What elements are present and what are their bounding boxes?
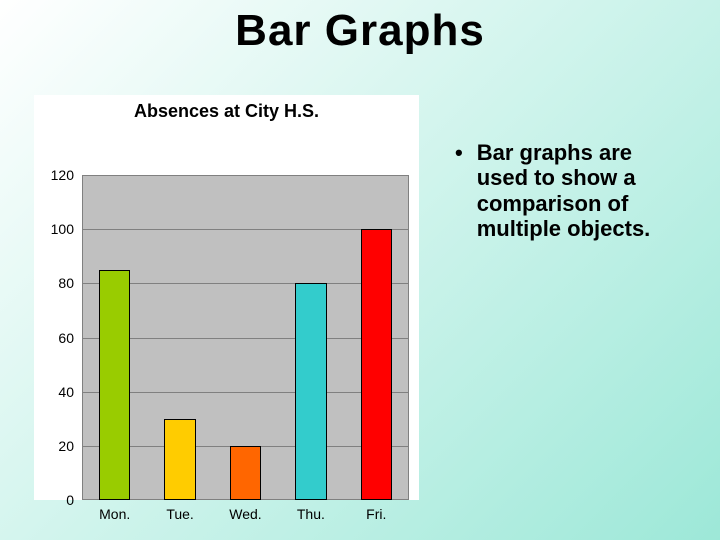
chart-ytick: 120 bbox=[34, 167, 74, 183]
chart-bar bbox=[361, 229, 392, 500]
chart-xtick: Wed. bbox=[213, 506, 278, 522]
slide: Bar Graphs Absences at City H.S. 0 20 40 60… bbox=[0, 0, 720, 540]
chart-title: Absences at City H.S. bbox=[34, 95, 419, 131]
chart-ytick: 60 bbox=[34, 330, 74, 346]
chart-ytick: 100 bbox=[34, 221, 74, 237]
chart-bar bbox=[230, 446, 261, 500]
chart-bar bbox=[99, 270, 130, 500]
chart-xtick: Mon. bbox=[82, 506, 147, 522]
chart-ytick: 40 bbox=[34, 384, 74, 400]
chart-container: Absences at City H.S. 020406080100120Mon… bbox=[34, 95, 419, 500]
bullet-block: • Bar graphs are used to show a comparis… bbox=[455, 140, 685, 241]
bullet-item: • Bar graphs are used to show a comparis… bbox=[455, 140, 685, 241]
chart-ytick: 20 bbox=[34, 438, 74, 454]
chart-ytick: 0 bbox=[34, 492, 74, 508]
page-title: Bar Graphs bbox=[0, 6, 720, 56]
bullet-dot-icon: • bbox=[455, 140, 463, 164]
chart-xtick: Tue. bbox=[147, 506, 212, 522]
chart-ytick: 80 bbox=[34, 275, 74, 291]
chart-bar bbox=[295, 283, 326, 500]
bullet-text: Bar graphs are used to show a comparison… bbox=[477, 140, 685, 241]
chart-bar bbox=[164, 419, 195, 500]
chart-xtick: Fri. bbox=[344, 506, 409, 522]
chart-xtick: Thu. bbox=[278, 506, 343, 522]
chart-plot: 0 20 40 60 80 100 120 Mon.Tue.Wed.Thu.Fri. bbox=[34, 131, 419, 536]
